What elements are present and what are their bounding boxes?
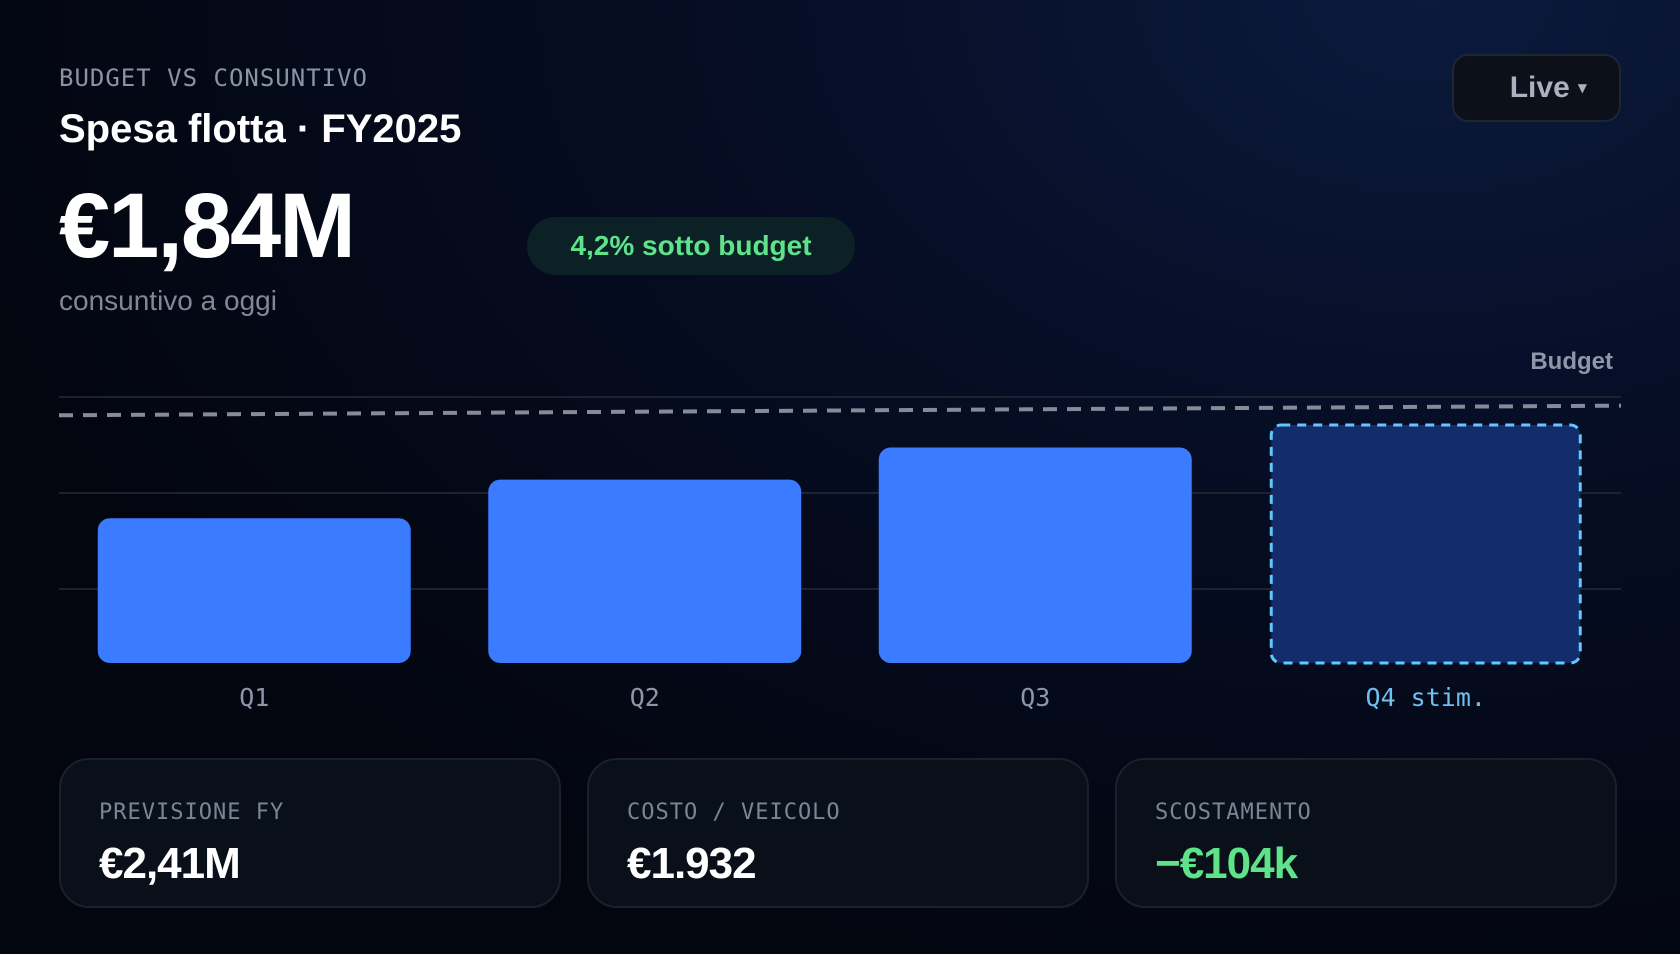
bar [488,479,802,663]
kpi-card-value: €2,41M [99,839,241,888]
total-spend-value: €1,84M [59,175,356,277]
kpi-card-value: −€104k [1155,839,1298,888]
x-tick-label: Q2 [630,683,660,712]
budget-line-label: Budget [1530,348,1613,375]
variance-badge: 4,2% sotto budget [527,217,855,275]
kpi-card-variance: SCOSTAMENTO −€104k [1115,758,1617,908]
kpi-card-label: PREVISIONE FY [99,800,285,825]
kpi-card-label: SCOSTAMENTO [1155,800,1312,825]
kpi-cards: PREVISIONE FY €2,41M COSTO / VEICOLO €1.… [59,758,1617,908]
x-tick-label: Q1 [239,683,269,712]
caret-down-icon: ▼ [1577,81,1587,95]
x-tick-label: Q3 [1020,683,1050,712]
kpi-card-label: COSTO / VEICOLO [627,800,841,825]
live-select-label: Live [1509,71,1570,104]
budget-line [58,403,1622,418]
kpi-card-forecast: PREVISIONE FY €2,41M [59,758,561,908]
bar [878,447,1192,663]
total-spend-caption: consuntivo a oggi [59,285,277,316]
kpi-card-value: €1.932 [627,839,757,888]
kpi-card-cost-per-vehicle: COSTO / VEICOLO €1.932 [587,758,1089,908]
bar-estimate [1269,423,1582,665]
x-tick-label: Q4 stim. [1366,683,1486,712]
chart-eyebrow: BUDGET VS CONSUNTIVO [59,64,368,92]
live-select[interactable]: Live ▼ [1452,54,1621,122]
chart-title: Spesa flotta · FY2025 [59,107,462,151]
bar [97,518,411,663]
